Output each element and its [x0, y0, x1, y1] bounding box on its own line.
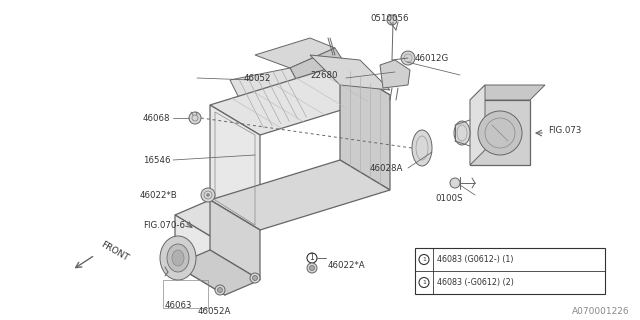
- Circle shape: [250, 273, 260, 283]
- Ellipse shape: [172, 250, 184, 266]
- Bar: [415, 248, 605, 294]
- Ellipse shape: [167, 244, 189, 272]
- Text: 46028A: 46028A: [370, 164, 403, 172]
- Text: FIG.070-6: FIG.070-6: [143, 220, 185, 229]
- Text: 46063: 46063: [165, 300, 193, 309]
- Polygon shape: [230, 68, 315, 130]
- Circle shape: [207, 194, 209, 196]
- Text: FRONT: FRONT: [99, 239, 130, 262]
- Ellipse shape: [160, 236, 196, 280]
- Circle shape: [387, 15, 397, 25]
- Text: 46012G: 46012G: [415, 53, 449, 62]
- Ellipse shape: [412, 130, 432, 166]
- Polygon shape: [290, 48, 365, 115]
- Polygon shape: [175, 250, 260, 295]
- Polygon shape: [210, 105, 260, 230]
- Text: 16546: 16546: [143, 156, 170, 164]
- Text: 46083 (G0612-) (1): 46083 (G0612-) (1): [437, 255, 513, 264]
- Circle shape: [310, 266, 314, 270]
- Bar: [163, 280, 208, 308]
- Text: 46022*A: 46022*A: [328, 260, 365, 269]
- Polygon shape: [340, 65, 390, 190]
- Polygon shape: [255, 38, 335, 68]
- Text: 46068: 46068: [143, 114, 170, 123]
- Circle shape: [401, 51, 415, 65]
- Ellipse shape: [454, 121, 470, 145]
- Polygon shape: [470, 85, 485, 165]
- Circle shape: [218, 287, 223, 292]
- Polygon shape: [310, 55, 390, 90]
- Circle shape: [450, 178, 460, 188]
- Text: 1: 1: [310, 253, 314, 262]
- Polygon shape: [380, 60, 410, 88]
- Text: 46022*B: 46022*B: [140, 190, 178, 199]
- Text: 46052: 46052: [244, 74, 271, 83]
- Circle shape: [253, 276, 257, 281]
- Text: 0100S: 0100S: [435, 194, 463, 203]
- Polygon shape: [210, 65, 390, 135]
- Text: 1: 1: [422, 257, 426, 262]
- Polygon shape: [210, 200, 260, 280]
- Circle shape: [201, 188, 215, 202]
- Polygon shape: [210, 160, 390, 230]
- Text: A070001226: A070001226: [572, 308, 630, 316]
- Circle shape: [215, 285, 225, 295]
- Text: 46052A: 46052A: [198, 308, 232, 316]
- Circle shape: [189, 112, 201, 124]
- Text: FIG.073: FIG.073: [548, 125, 581, 134]
- Text: 0510056: 0510056: [370, 13, 408, 22]
- Circle shape: [307, 263, 317, 273]
- Polygon shape: [470, 85, 545, 100]
- Polygon shape: [175, 215, 225, 295]
- Text: 1: 1: [422, 280, 426, 285]
- Text: 46083 (-G0612) (2): 46083 (-G0612) (2): [437, 278, 514, 287]
- Polygon shape: [470, 100, 530, 165]
- Circle shape: [478, 111, 522, 155]
- Polygon shape: [175, 200, 260, 245]
- Text: 22680: 22680: [310, 70, 337, 79]
